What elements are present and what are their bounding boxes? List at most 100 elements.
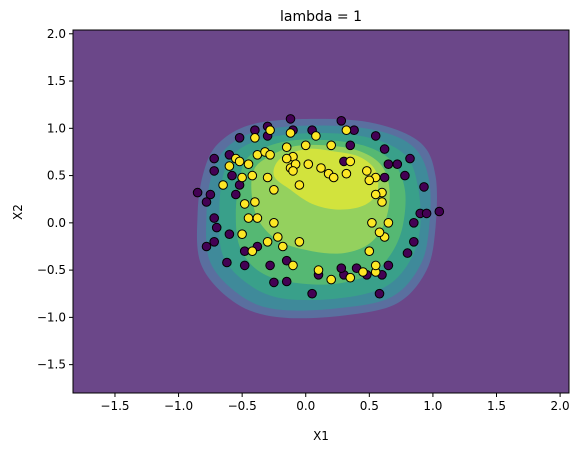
point-class-0 [201, 197, 212, 207]
y-tick-label: 1.5 [47, 74, 66, 88]
x-tick-label: −1.0 [164, 399, 193, 413]
point-class-0 [370, 131, 381, 141]
y-tick-label: 0.0 [47, 216, 66, 230]
point-class-0 [419, 182, 429, 192]
point-class-1 [345, 156, 356, 167]
point-class-1 [326, 274, 337, 285]
point-class-1 [362, 166, 372, 176]
y-tick-label: −0.5 [37, 263, 66, 277]
point-class-1 [262, 172, 273, 183]
point-class-1 [326, 140, 337, 151]
point-class-0 [211, 222, 222, 233]
point-class-1 [247, 246, 258, 256]
point-class-0 [205, 189, 216, 200]
y-axis: −1.5 −1.0 −0.5 0.0 0.5 1.0 1.5 2.0 [37, 27, 73, 372]
point-class-1 [311, 131, 321, 141]
point-class-1 [250, 197, 260, 207]
y-tick-label: −1.0 [37, 310, 66, 324]
point-class-0 [209, 166, 219, 176]
point-class-0 [269, 277, 279, 288]
point-class-0 [374, 288, 385, 299]
plot-area [72, 29, 570, 394]
point-class-1 [300, 140, 311, 151]
point-class-1 [278, 241, 288, 252]
point-class-1 [370, 260, 381, 271]
point-class-0 [209, 237, 219, 247]
y-tick-label: 0.5 [47, 169, 66, 183]
point-class-0 [383, 159, 394, 169]
point-class-1 [345, 272, 356, 283]
x-tick-label: −0.5 [228, 399, 257, 413]
point-class-1 [269, 185, 279, 195]
y-tick-label: −1.5 [37, 358, 66, 372]
point-class-1 [313, 265, 324, 275]
point-class-0 [222, 257, 232, 268]
point-class-1 [364, 175, 375, 186]
point-class-0 [231, 189, 241, 200]
point-class-1 [269, 218, 279, 228]
point-class-0 [281, 276, 292, 287]
x-tick-label: 1.0 [423, 399, 442, 413]
point-class-1 [224, 161, 235, 171]
decision-contours [196, 118, 437, 319]
point-class-1 [234, 156, 245, 167]
point-class-1 [281, 142, 292, 152]
point-class-0 [409, 218, 419, 228]
point-class-0 [409, 237, 419, 247]
point-class-0 [201, 241, 212, 252]
point-class-0 [402, 248, 413, 258]
point-class-0 [234, 133, 245, 143]
point-class-1 [285, 128, 296, 138]
point-class-0 [379, 172, 390, 183]
point-class-1 [237, 229, 247, 239]
point-class-1 [247, 170, 258, 181]
point-class-1 [237, 172, 247, 183]
point-class-0 [400, 170, 410, 181]
point-class-0 [307, 288, 317, 299]
chart-title: lambda = 1 [280, 9, 362, 25]
point-class-1 [239, 199, 250, 209]
point-class-0 [209, 213, 219, 223]
point-class-1 [250, 133, 260, 143]
x-tick-label: 2.0 [551, 399, 570, 413]
point-class-1 [243, 159, 254, 169]
point-class-1 [358, 267, 368, 277]
point-class-1 [265, 125, 275, 135]
point-class-1 [265, 150, 275, 160]
x-tick-label: 0.5 [360, 399, 379, 413]
point-class-0 [434, 206, 445, 217]
plot-frame [72, 29, 570, 394]
point-class-0 [336, 116, 347, 126]
point-class-0 [405, 153, 415, 164]
point-class-1 [377, 197, 387, 207]
point-class-0 [239, 260, 250, 271]
point-class-1 [262, 237, 273, 247]
x-tick-label: 0.0 [296, 399, 315, 413]
point-class-1 [252, 213, 263, 223]
point-class-0 [379, 144, 390, 154]
x-tick-label: 1.5 [487, 399, 506, 413]
point-class-1 [364, 246, 375, 256]
point-class-0 [421, 208, 432, 219]
point-class-0 [192, 187, 203, 198]
y-tick-label: 1.0 [47, 121, 66, 135]
point-class-1 [383, 218, 394, 228]
x-axis: −1.5 −1.0 −0.5 0.0 0.5 1.0 1.5 2.0 [100, 393, 570, 413]
point-class-0 [392, 159, 403, 169]
point-class-1 [374, 227, 385, 238]
point-class-0 [281, 255, 292, 266]
point-class-1 [294, 237, 305, 247]
point-class-0 [227, 170, 237, 181]
x-axis-label: X1 [313, 429, 329, 443]
point-class-1 [294, 180, 305, 190]
data-points [192, 114, 445, 299]
point-class-0 [383, 260, 394, 271]
point-class-1 [341, 168, 352, 179]
x-tick-label: −1.5 [100, 399, 129, 413]
point-class-1 [273, 232, 283, 242]
point-class-0 [336, 263, 347, 274]
point-class-1 [288, 166, 298, 176]
point-class-1 [316, 163, 326, 173]
point-class-0 [224, 229, 235, 239]
point-class-1 [288, 260, 298, 271]
